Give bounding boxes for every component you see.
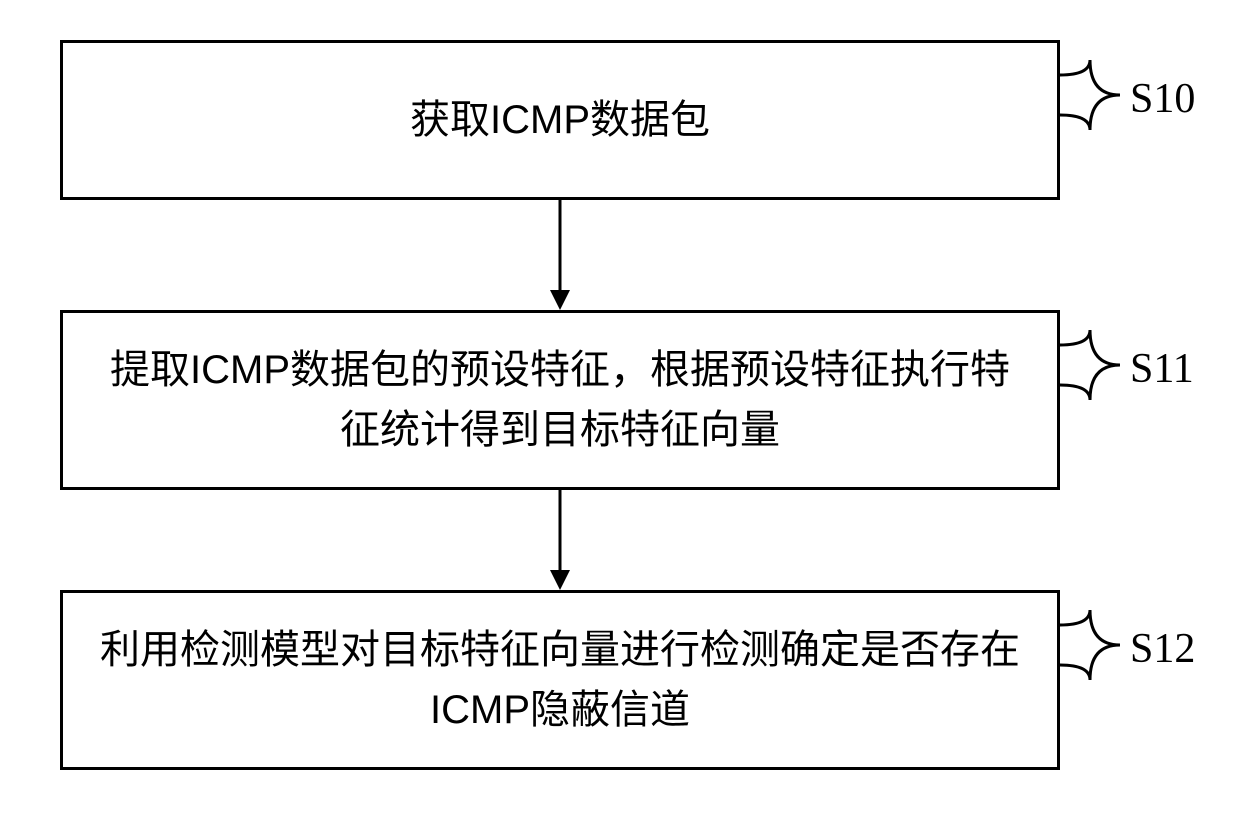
flowchart-step-2: 提取ICMP数据包的预设特征，根据预设特征执行特征统计得到目标特征向量 (60, 310, 1060, 490)
bracket-1 (1060, 55, 1130, 135)
arrow-1-to-2 (540, 200, 580, 315)
step-2-label: S11 (1130, 345, 1194, 393)
step-3-label: S12 (1130, 625, 1195, 673)
bracket-2 (1060, 325, 1130, 405)
step-3-text: 利用检测模型对目标特征向量进行检测确定是否存在ICMP隐蔽信道 (93, 620, 1027, 740)
bracket-3 (1060, 605, 1130, 685)
step-2-text: 提取ICMP数据包的预设特征，根据预设特征执行特征统计得到目标特征向量 (93, 340, 1027, 460)
flowchart-step-1: 获取ICMP数据包 (60, 40, 1060, 200)
flowchart-container: 获取ICMP数据包 S10 提取ICMP数据包的预设特征，根据预设特征执行特征统… (0, 0, 1240, 818)
step-1-text: 获取ICMP数据包 (410, 90, 710, 150)
step-1-label: S10 (1130, 75, 1195, 123)
flowchart-step-3: 利用检测模型对目标特征向量进行检测确定是否存在ICMP隐蔽信道 (60, 590, 1060, 770)
arrow-2-to-3 (540, 490, 580, 595)
